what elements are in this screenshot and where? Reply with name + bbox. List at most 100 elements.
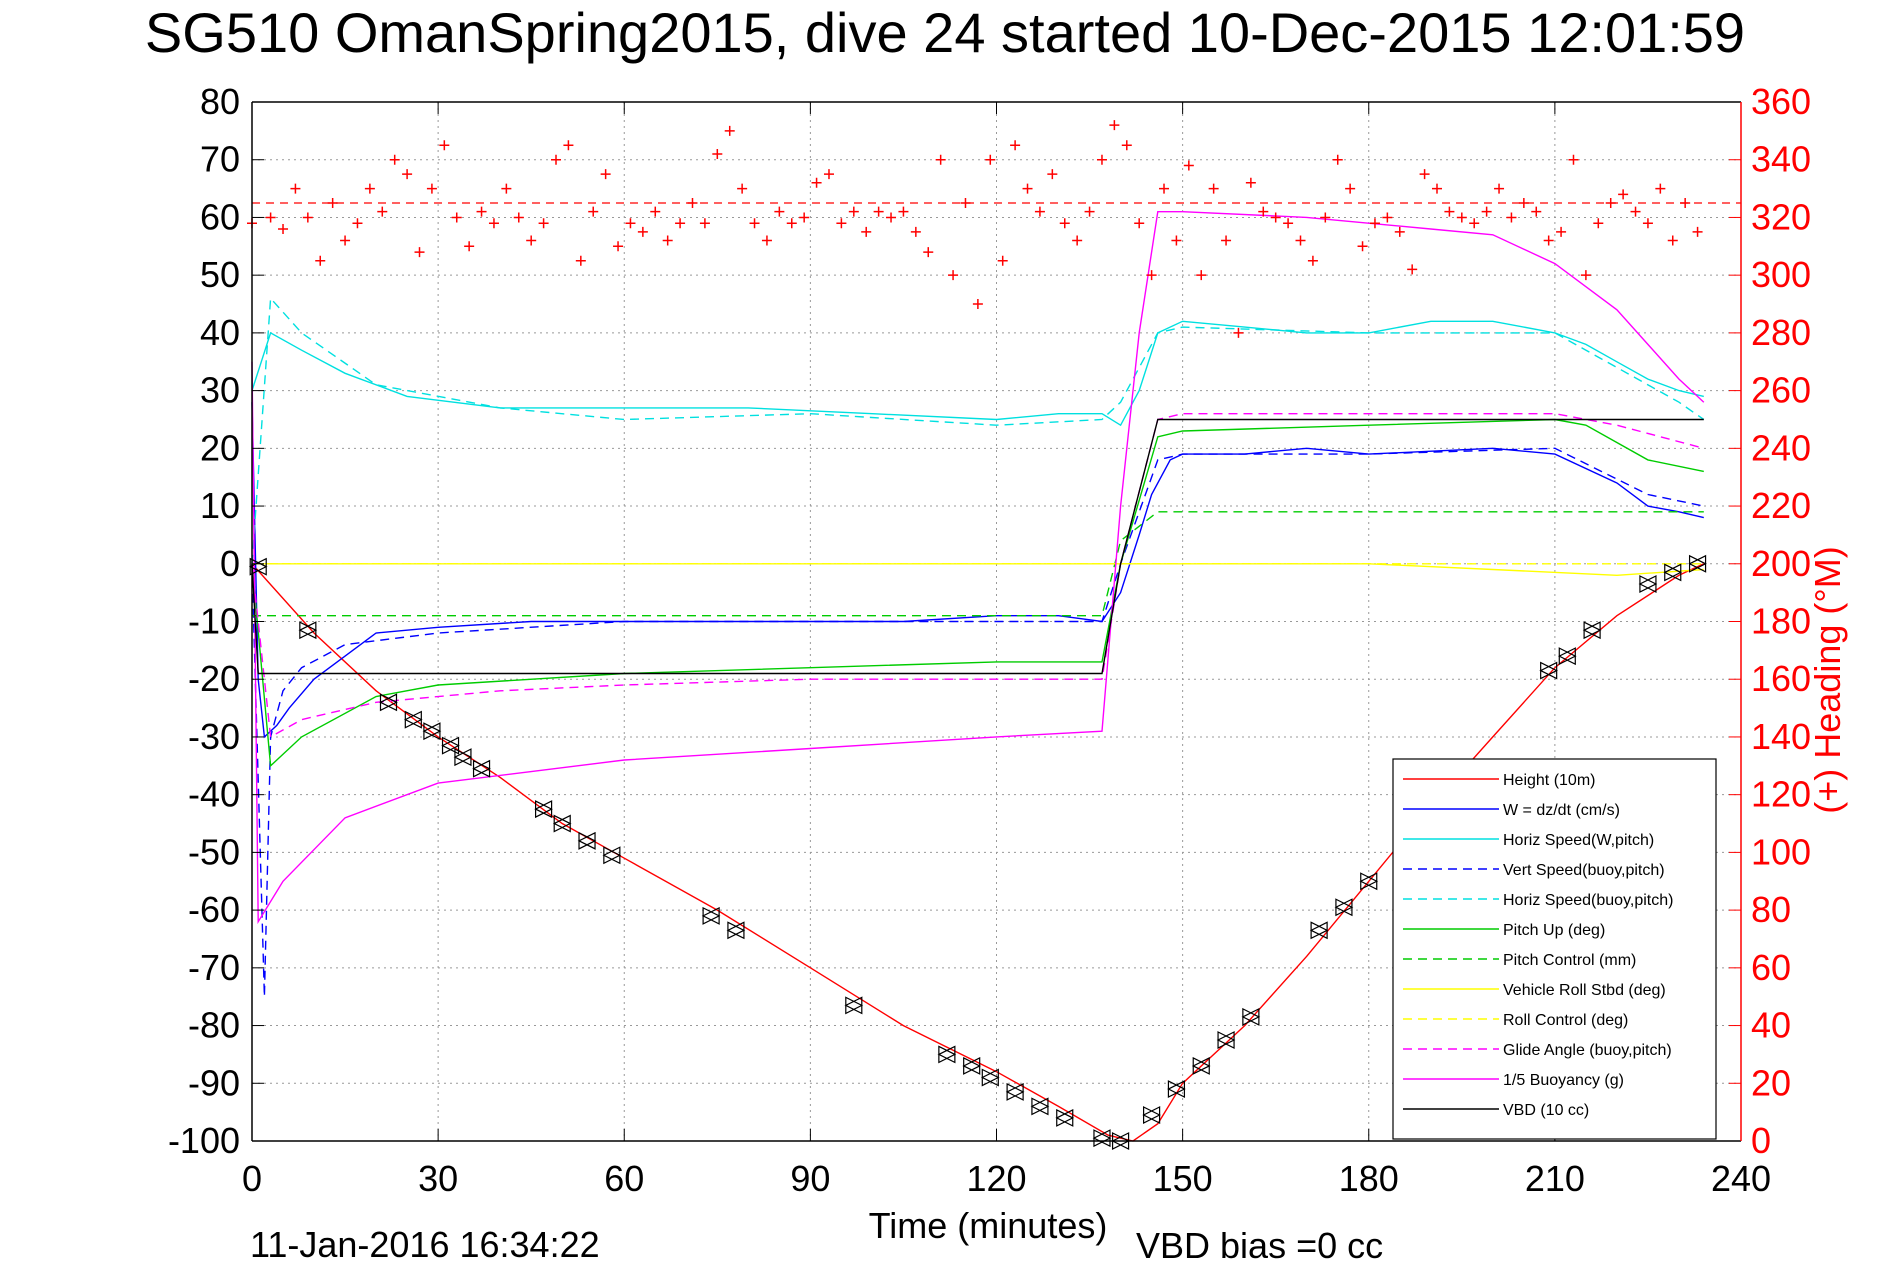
x-tick-label: 180 bbox=[1339, 1158, 1399, 1199]
heading-point bbox=[786, 218, 797, 229]
right-axis-label: (+) Heading (°M) bbox=[1807, 546, 1848, 813]
legend: Height (10m) W = dz/dt (cm/s) Horiz Speed(… bbox=[1392, 758, 1717, 1140]
legend-label-4: Horiz Speed(buoy,pitch) bbox=[1503, 892, 1673, 909]
heading-point bbox=[811, 177, 822, 188]
heading-point bbox=[836, 218, 847, 229]
vbd-marker bbox=[1092, 1129, 1112, 1148]
heading-point bbox=[1084, 206, 1095, 217]
footer-vbd-bias: VBD bias =0 cc bbox=[1136, 1225, 1383, 1262]
heading-point bbox=[1444, 206, 1455, 217]
heading-point bbox=[1109, 120, 1120, 131]
y-tick-label: -60 bbox=[188, 889, 240, 930]
series-line-6 bbox=[252, 511, 1704, 617]
heading-point bbox=[1568, 154, 1579, 165]
y-tick-label: 50 bbox=[200, 254, 240, 295]
x-axis-label: Time (minutes) bbox=[869, 1205, 1108, 1246]
y-tick-label: 60 bbox=[200, 196, 240, 237]
right-tick-label: 40 bbox=[1751, 1005, 1791, 1046]
heading-point bbox=[501, 183, 512, 194]
x-tick-label: 240 bbox=[1711, 1158, 1771, 1199]
vbd-marker bbox=[534, 800, 553, 819]
heading-point bbox=[1556, 226, 1567, 237]
heading-point bbox=[737, 183, 748, 194]
heading-point bbox=[861, 226, 872, 237]
series-line-1 bbox=[251, 402, 1704, 739]
heading-point bbox=[1531, 206, 1542, 217]
heading-point bbox=[451, 212, 462, 223]
vbd-marker bbox=[962, 1056, 982, 1075]
right-tick-label: 120 bbox=[1751, 774, 1811, 815]
heading-point bbox=[1159, 183, 1170, 194]
y-tick-label: -30 bbox=[188, 716, 240, 757]
heading-point bbox=[1134, 218, 1145, 229]
y-tick-label: 20 bbox=[200, 427, 240, 468]
heading-point bbox=[1307, 255, 1318, 266]
heading-point bbox=[1245, 177, 1256, 188]
heading-point bbox=[662, 235, 673, 246]
heading-point bbox=[1295, 235, 1306, 246]
vbd-marker bbox=[422, 722, 442, 741]
series-line-10 bbox=[251, 210, 1705, 925]
y-tick-labels: -100-90-80-70-60-50-40-30-20-10010203040… bbox=[168, 81, 240, 1161]
heading-point bbox=[1655, 183, 1666, 194]
heading-point bbox=[1233, 327, 1244, 338]
vbd-marker bbox=[1030, 1097, 1050, 1116]
legend-label-10: 1/5 Buoyancy (g) bbox=[1503, 1072, 1624, 1089]
legend-label-9: Glide Angle (buoy,pitch) bbox=[1503, 1042, 1672, 1059]
vbd-marker bbox=[472, 759, 491, 778]
vbd-marker bbox=[844, 996, 864, 1015]
heading-point bbox=[265, 212, 276, 223]
x-tick-labels: 0 30 60 90 120 150 180 210 240 bbox=[242, 1158, 1771, 1199]
heading-point bbox=[377, 206, 388, 217]
right-tick-label: 100 bbox=[1751, 831, 1811, 872]
y-tick-label: -80 bbox=[188, 1005, 240, 1046]
series-line-11 bbox=[251, 418, 1704, 675]
heading-point bbox=[1171, 235, 1182, 246]
heading-point bbox=[749, 218, 760, 229]
heading-point bbox=[1692, 226, 1703, 237]
heading-point bbox=[1258, 206, 1269, 217]
vbd-marker bbox=[552, 814, 572, 833]
y-tick-label: -40 bbox=[188, 774, 240, 815]
heading-point bbox=[1481, 206, 1492, 217]
vbd-markers bbox=[248, 554, 1707, 1150]
heading-point bbox=[1196, 270, 1207, 281]
heading-point bbox=[972, 299, 983, 310]
heading-point bbox=[588, 206, 599, 217]
y-tick-label: 0 bbox=[220, 543, 240, 584]
vbd-marker bbox=[937, 1045, 957, 1064]
heading-point bbox=[1605, 198, 1616, 209]
heading-point bbox=[1034, 206, 1045, 217]
series-line-0 bbox=[251, 563, 1705, 1142]
heading-point bbox=[613, 241, 624, 252]
heading-point bbox=[1642, 218, 1653, 229]
heading-point bbox=[923, 247, 934, 258]
heading-point bbox=[712, 148, 723, 159]
heading-point bbox=[1494, 183, 1505, 194]
right-tick-label: 160 bbox=[1751, 658, 1811, 699]
vbd-marker bbox=[1539, 661, 1559, 680]
heading-point bbox=[575, 255, 586, 266]
heading-point bbox=[910, 226, 921, 237]
vbd-marker bbox=[1663, 563, 1683, 582]
heading-point bbox=[886, 212, 897, 223]
heading-point bbox=[600, 169, 611, 180]
vbd-marker bbox=[1334, 898, 1354, 917]
vbd-marker bbox=[701, 906, 721, 925]
heading-point bbox=[1270, 212, 1281, 223]
heading-point bbox=[1146, 270, 1157, 281]
heading-point bbox=[563, 140, 574, 151]
heading-point bbox=[1580, 270, 1591, 281]
right-tick-label: 20 bbox=[1751, 1062, 1791, 1103]
heading-point bbox=[402, 169, 413, 180]
legend-label-1: W = dz/dt (cm/s) bbox=[1503, 802, 1620, 819]
vbd-marker bbox=[577, 831, 597, 850]
heading-point bbox=[290, 183, 301, 194]
y-tick-label: -20 bbox=[188, 658, 240, 699]
x-tick-label: 30 bbox=[418, 1158, 458, 1199]
heading-point bbox=[1332, 154, 1343, 165]
y-tick-label: 80 bbox=[200, 81, 240, 122]
x-tick-label: 90 bbox=[790, 1158, 830, 1199]
vbd-marker bbox=[1688, 554, 1707, 573]
